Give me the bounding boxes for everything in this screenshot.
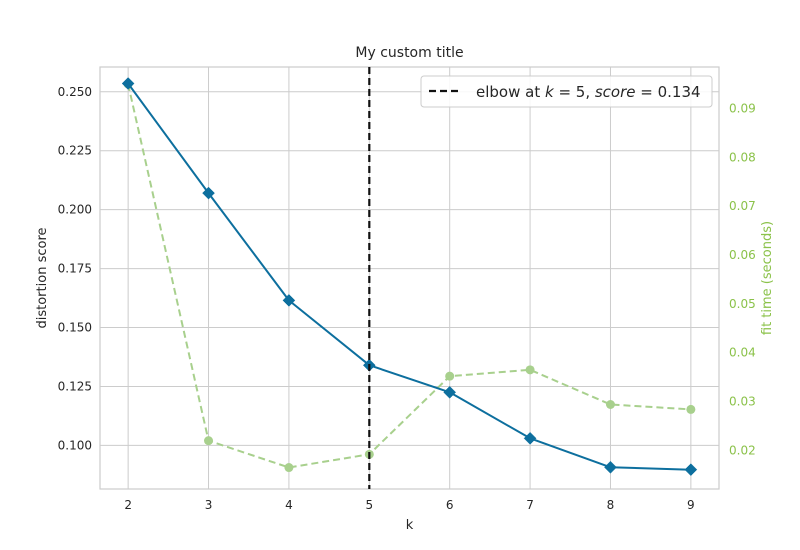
fit-time-marker [284, 463, 294, 473]
legend-k-symbol: k [545, 83, 555, 101]
legend-eq2: = 0.134 [636, 83, 701, 101]
legend: elbow at k = 5, score = 0.134 [420, 75, 713, 108]
y-tick-label: 0.175 [58, 262, 92, 276]
distortion-marker [443, 385, 457, 399]
y-axis-label: distortion score [35, 228, 50, 329]
fit-time-marker [525, 365, 535, 375]
distortion-marker [282, 294, 296, 307]
distortion-marker [523, 431, 537, 445]
y2-tick-label: 0.04 [729, 346, 756, 360]
fit-time-marker [445, 371, 455, 381]
plot-frame [99, 66, 720, 490]
legend-eq1: = 5, [554, 83, 595, 101]
left-y-ticks: 0.100 0.125 0.150 0.175 0.200 0.225 0.250 [58, 85, 92, 453]
y2-tick-label: 0.06 [729, 248, 756, 262]
y2-tick-label: 0.09 [729, 102, 756, 116]
y2-tick-label: 0.03 [729, 395, 756, 409]
y-tick-label: 0.225 [58, 144, 92, 158]
x-tick-label: 8 [607, 498, 615, 512]
x-tick-label: 6 [446, 498, 454, 512]
legend-score-symbol: score [595, 83, 636, 101]
x-tick-label: 5 [365, 498, 373, 512]
y-tick-label: 0.150 [58, 321, 92, 335]
x-axis-label: k [406, 518, 414, 533]
legend-box [420, 75, 713, 108]
distortion-line [127, 82, 691, 471]
fit-time-line [127, 83, 691, 469]
legend-label: elbow at k = 5, score = 0.134 [476, 83, 701, 101]
distortion-marker [604, 460, 617, 474]
legend-prefix: elbow at [476, 83, 545, 101]
y2-tick-label: 0.02 [729, 443, 756, 457]
x-tick-label: 4 [285, 498, 293, 512]
x-tick-label: 2 [124, 498, 132, 512]
x-ticks: 2 3 4 5 6 7 8 9 [124, 498, 694, 512]
y-tick-label: 0.100 [58, 438, 92, 452]
y2-tick-label: 0.07 [729, 199, 756, 213]
y2-tick-label: 0.08 [729, 150, 756, 164]
right-y-ticks: 0.02 0.03 0.04 0.05 0.06 0.07 0.08 0.09 [729, 102, 756, 458]
y2-axis-label: fit time (seconds) [760, 221, 775, 335]
distortion-marker [202, 186, 215, 200]
y-tick-label: 0.250 [58, 85, 92, 99]
grid-lines [100, 67, 719, 489]
fit-time-marker [204, 436, 214, 446]
chart-title: My custom title [355, 45, 463, 61]
y-tick-label: 0.125 [58, 379, 92, 393]
distortion-marker [121, 77, 135, 90]
x-tick-label: 7 [526, 498, 534, 512]
y-tick-label: 0.200 [58, 203, 92, 217]
x-tick-label: 3 [205, 498, 213, 512]
x-tick-label: 9 [687, 498, 695, 512]
fit-time-marker [605, 400, 615, 410]
distortion-marker [684, 463, 698, 477]
fit-time-marker [686, 404, 696, 414]
y2-tick-label: 0.05 [729, 297, 756, 311]
